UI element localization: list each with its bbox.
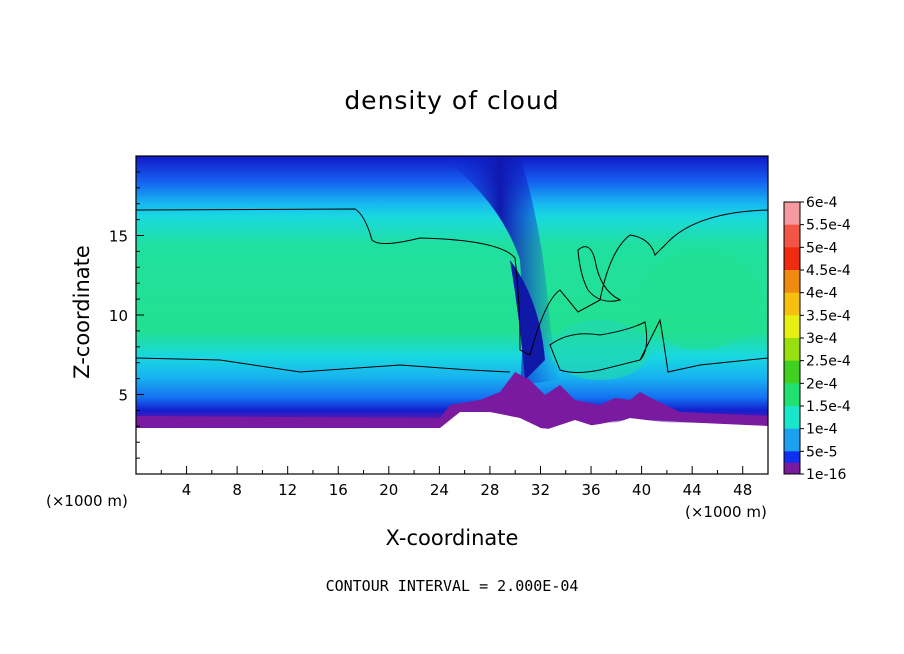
colorbar-swatch xyxy=(784,428,800,452)
x-unit-label: (×1000 m) xyxy=(685,503,767,521)
contour-interval-note: CONTOUR INTERVAL = 2.000E-04 xyxy=(325,577,579,595)
colorbar-swatch xyxy=(784,247,800,271)
x-tick-label: 24 xyxy=(430,481,449,499)
x-tick-label: 48 xyxy=(733,481,752,499)
colorbar-swatch xyxy=(784,462,800,474)
chart-title: density of cloud xyxy=(344,86,560,115)
colorbar-label: 6e-4 xyxy=(806,195,838,211)
y-tick-label: 5 xyxy=(118,387,128,405)
colorbar-label: 1e-16 xyxy=(806,467,846,483)
density-field xyxy=(136,156,768,474)
x-axis-label: X-coordinate xyxy=(385,526,519,550)
x-tick-label: 28 xyxy=(480,481,499,499)
x-tick-label: 8 xyxy=(232,481,242,499)
colorbar-label: 5e-5 xyxy=(806,444,837,460)
colorbar: 6e-4 5.5e-4 5e-4 4.5e-4 4e-4 3.5e-4 3e-4 2.5e-4… xyxy=(783,195,851,483)
x-tick-label: 44 xyxy=(683,481,702,499)
colorbar-label: 1e-4 xyxy=(806,422,838,438)
colorbar-label: 4.5e-4 xyxy=(806,263,851,279)
x-tick-label: 20 xyxy=(379,481,398,499)
colorbar-label: 1.5e-4 xyxy=(806,399,851,415)
y-axis-ticks: 5 10 15 xyxy=(109,171,144,459)
colorbar-swatch xyxy=(784,360,800,384)
colorbar-swatch xyxy=(784,406,800,430)
x-tick-label: 4 xyxy=(182,481,192,499)
x-axis-ticks: 4 8 12 16 20 24 28 32 36 40 44 48 xyxy=(160,466,752,499)
y-tick-label: 10 xyxy=(109,307,128,325)
colorbar-label: 5e-4 xyxy=(806,240,838,256)
colorbar-swatch xyxy=(784,202,800,226)
colorbar-swatch xyxy=(784,224,800,248)
z-unit-label: (×1000 m) xyxy=(46,492,128,510)
colorbar-swatch xyxy=(784,270,800,294)
colorbar-label: 4e-4 xyxy=(806,286,838,302)
x-tick-label: 12 xyxy=(278,481,297,499)
x-tick-label: 16 xyxy=(329,481,348,499)
x-tick-label: 32 xyxy=(531,481,550,499)
colorbar-label: 3.5e-4 xyxy=(806,308,851,324)
y-tick-label: 15 xyxy=(109,228,128,246)
colorbar-label: 2.5e-4 xyxy=(806,354,851,370)
colorbar-swatch xyxy=(784,315,800,339)
colorbar-swatch xyxy=(784,383,800,407)
x-tick-label: 40 xyxy=(632,481,651,499)
colorbar-label: 3e-4 xyxy=(806,331,838,347)
colorbar-label: 5.5e-4 xyxy=(806,218,851,234)
colorbar-label: 2e-4 xyxy=(806,376,838,392)
x-tick-label: 36 xyxy=(581,481,600,499)
colorbar-swatch xyxy=(784,338,800,362)
colorbar-swatch xyxy=(784,292,800,316)
